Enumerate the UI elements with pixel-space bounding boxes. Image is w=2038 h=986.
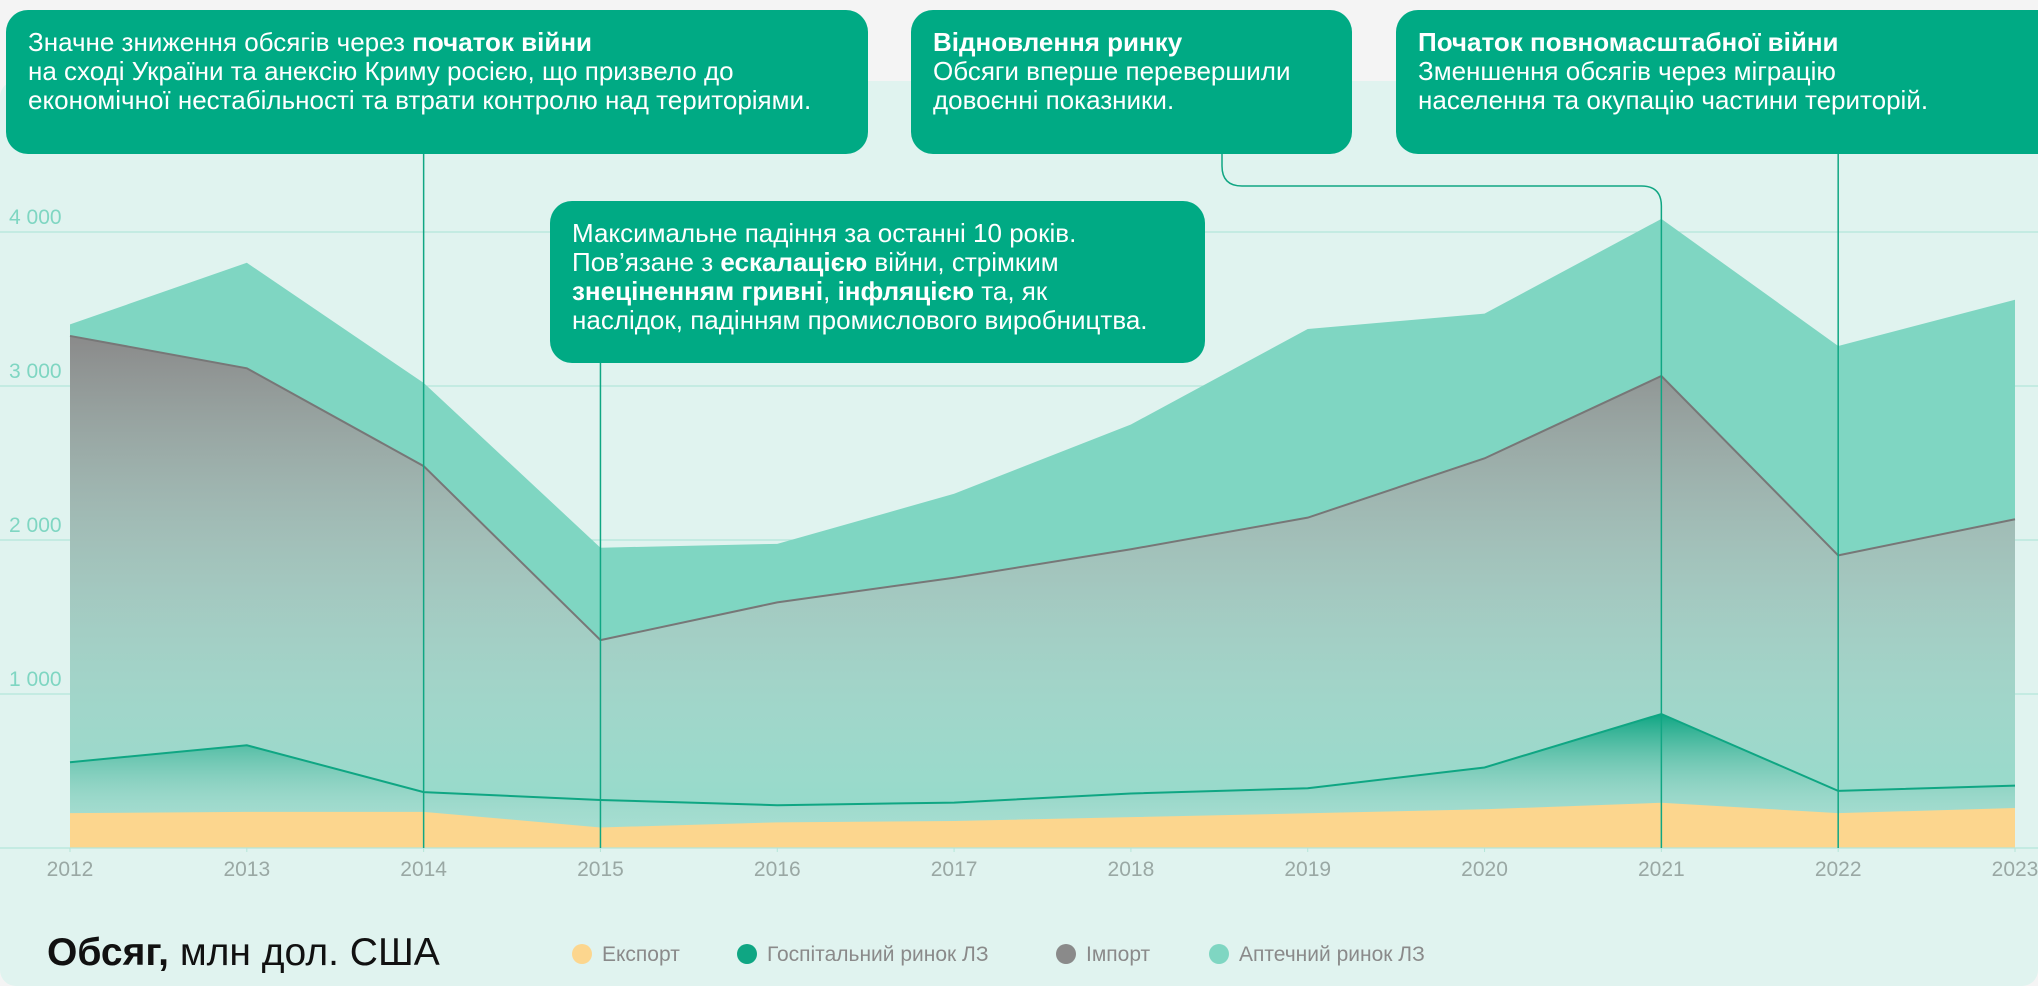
annotation-text: початок війни bbox=[412, 27, 592, 57]
annotation-text: Початок повномасштабної війни bbox=[1418, 27, 1839, 57]
annotation-text: , bbox=[823, 276, 837, 306]
y-tick-label: 4 000 bbox=[9, 206, 62, 229]
annotation-box bbox=[1396, 10, 2038, 154]
axis-title-part: Обсяг, bbox=[47, 931, 169, 974]
y-tick-label: 3 000 bbox=[9, 360, 62, 383]
annotation-text: Пов’язане з bbox=[572, 247, 720, 277]
area-line bbox=[69, 334, 2016, 642]
x-tick-label: 2016 bbox=[754, 858, 801, 881]
x-tick-label: 2019 bbox=[1284, 858, 1331, 881]
area bbox=[70, 803, 2015, 848]
annotation-text: ескалацією bbox=[720, 247, 867, 277]
x-tick-label: 2012 bbox=[47, 858, 94, 881]
x-tick-label: 2021 bbox=[1638, 858, 1685, 881]
axis-title: Обсяг, млн дол. США bbox=[47, 931, 440, 974]
annotation-text: війни, стрімким bbox=[867, 247, 1058, 277]
annotation-line: Обсяги вперше перевершили bbox=[933, 56, 1290, 86]
legend-label: Госпітальний ринок ЛЗ bbox=[767, 943, 989, 966]
annotation-text: Максимальне падіння за останні 10 років. bbox=[572, 218, 1076, 248]
x-tick-label: 2017 bbox=[931, 858, 978, 881]
annotation-text: інфляцією bbox=[838, 276, 975, 306]
area-line bbox=[69, 802, 2016, 830]
y-tick-label: 2 000 bbox=[9, 514, 62, 537]
annotation-text: на сході України та анексію Криму росією… bbox=[28, 56, 734, 86]
annotation-text: Обсяги вперше перевершили bbox=[933, 56, 1290, 86]
annotation-line: довоєнні показники. bbox=[933, 85, 1174, 115]
annotation-text: та, як bbox=[974, 276, 1048, 306]
area-line bbox=[69, 712, 2016, 807]
legend-swatch bbox=[1209, 944, 1229, 964]
x-tick-label: 2022 bbox=[1815, 858, 1862, 881]
annotation-box bbox=[911, 10, 1352, 154]
annotation-line: наслідок, падінням промислового виробниц… bbox=[572, 305, 1148, 335]
axis-title-part: млн дол. США bbox=[169, 931, 440, 974]
annotation-text: Значне зниження обсягів через bbox=[28, 27, 412, 57]
annotation-line: на сході України та анексію Криму росією… bbox=[28, 56, 734, 86]
annotation-connector bbox=[1221, 154, 1663, 848]
annotation-line: економічної нестабільності та втрати кон… bbox=[28, 85, 811, 115]
annotation-box bbox=[6, 10, 868, 154]
annotation-line: Початок повномасштабної війни bbox=[1418, 27, 1839, 57]
x-tick-label: 2020 bbox=[1461, 858, 1508, 881]
annotation-text: наслідок, падінням промислового виробниц… bbox=[572, 305, 1148, 335]
annotation-line: Відновлення ринку bbox=[933, 27, 1183, 57]
annotation-line: Зменшення обсягів через міграцію bbox=[1418, 56, 1836, 86]
legend-swatch bbox=[737, 944, 757, 964]
annotation-text: Зменшення обсягів через міграцію bbox=[1418, 56, 1836, 86]
x-tick-label: 2018 bbox=[1108, 858, 1155, 881]
annotation-box bbox=[550, 201, 1205, 363]
legend-label: Аптечний ринок ЛЗ bbox=[1239, 943, 1425, 966]
annotation-text: Відновлення ринку bbox=[933, 27, 1183, 57]
x-tick-label: 2015 bbox=[577, 858, 624, 881]
legend-swatch bbox=[1056, 944, 1076, 964]
legend-label: Імпорт bbox=[1086, 943, 1151, 966]
annotation-line: населення та окупацію частини територій. bbox=[1418, 85, 1928, 115]
annotation-text: довоєнні показники. bbox=[933, 85, 1174, 115]
annotation-text: знеціненням гривні bbox=[572, 276, 823, 306]
annotation-line: знеціненням гривні, інфляцією та, як bbox=[572, 276, 1048, 306]
x-tick-label: 2014 bbox=[400, 858, 447, 881]
annotation-line: Максимальне падіння за останні 10 років. bbox=[572, 218, 1076, 248]
x-tick-label: 2023 bbox=[1992, 858, 2038, 881]
annotation-line: Значне зниження обсягів через початок ві… bbox=[28, 27, 592, 57]
annotation-text: економічної нестабільності та втрати кон… bbox=[28, 85, 811, 115]
annotation-line: Пов’язане з ескалацією війни, стрімким bbox=[572, 247, 1059, 277]
legend-swatch bbox=[572, 944, 592, 964]
annotation-text: населення та окупацію частини територій. bbox=[1418, 85, 1928, 115]
legend-label: Експорт bbox=[602, 943, 680, 966]
area bbox=[70, 335, 2015, 848]
x-tick-label: 2013 bbox=[223, 858, 270, 881]
y-tick-label: 1 000 bbox=[9, 668, 62, 691]
